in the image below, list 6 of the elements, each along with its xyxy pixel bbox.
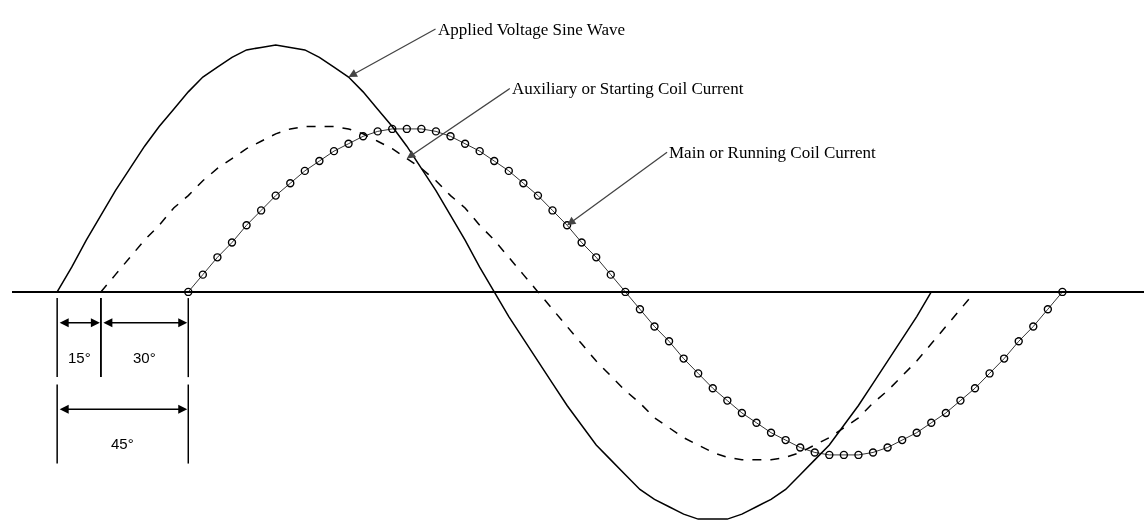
annotation: 30° xyxy=(133,349,156,366)
text: Main or Running Coil Current xyxy=(669,143,877,162)
annotation: 45° xyxy=(111,435,134,452)
annotation: 15° xyxy=(68,349,91,366)
text: Auxiliary or Starting Coil Current xyxy=(512,79,744,98)
text: Applied Voltage Sine Wave xyxy=(438,20,626,39)
